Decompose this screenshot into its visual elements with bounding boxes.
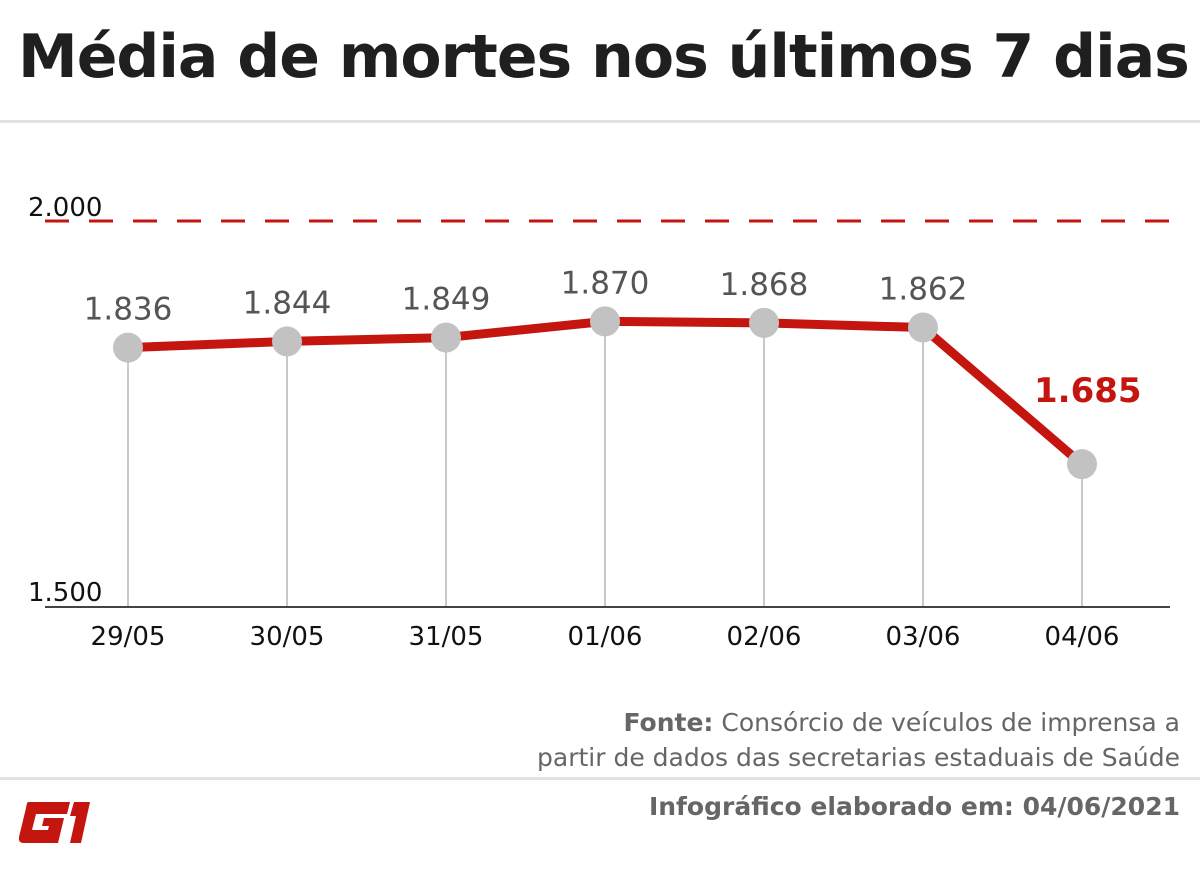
data-point [749,307,779,338]
source-label: Fonte: [623,708,714,737]
info-date: Infográfico elaborado em: 04/06/2021 [648,792,1180,821]
x-tick-label: 04/06 [1045,622,1120,652]
data-label: 1.685 [1034,371,1142,411]
data-label: 1.844 [243,285,332,321]
source-note: Fonte: Consórcio de veículos de imprensa… [537,705,1180,775]
data-label: 1.849 [402,282,491,318]
y-tick-label: 1.500 [28,578,102,608]
source-text-1: Consórcio de veículos de imprensa a [721,708,1180,737]
chart-title: Média de mortes nos últimos 7 dias [18,22,1190,92]
data-point [431,322,461,353]
data-point [908,312,938,343]
data-point [272,326,302,357]
divider-top [0,120,1200,123]
line-chart: 2.000 1.500 1.836 29/05 1.844 30/05 1.849 31/05… [28,193,1170,652]
x-tick-label: 03/06 [886,622,961,652]
divider-bottom [0,777,1200,780]
x-tick-label: 02/06 [727,622,802,652]
data-label: 1.836 [84,292,173,328]
g1-logo [18,802,90,843]
data-point [113,332,143,363]
y-tick-label: 2.000 [28,193,102,223]
x-tick-label: 31/05 [409,622,484,652]
data-label: 1.862 [879,272,968,308]
data-label: 1.868 [720,267,809,303]
source-text-2: partir de dados das secretarias estaduai… [537,743,1180,772]
data-label: 1.870 [561,265,650,301]
x-tick-label: 29/05 [91,622,166,652]
data-point [590,306,620,337]
x-tick-label: 01/06 [568,622,643,652]
x-tick-label: 30/05 [250,622,325,652]
data-point [1067,449,1097,480]
